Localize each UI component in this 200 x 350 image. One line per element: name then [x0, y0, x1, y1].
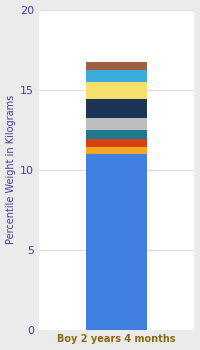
Y-axis label: Percentile Weight in Kilograms: Percentile Weight in Kilograms [6, 95, 16, 244]
Bar [86, 147, 147, 154]
Bar [86, 154, 147, 330]
Bar [86, 99, 147, 118]
Bar [86, 130, 147, 139]
Bar [86, 139, 147, 147]
Bar [86, 70, 147, 82]
Bar [86, 118, 147, 130]
Bar [86, 62, 147, 70]
Bar [86, 82, 147, 99]
